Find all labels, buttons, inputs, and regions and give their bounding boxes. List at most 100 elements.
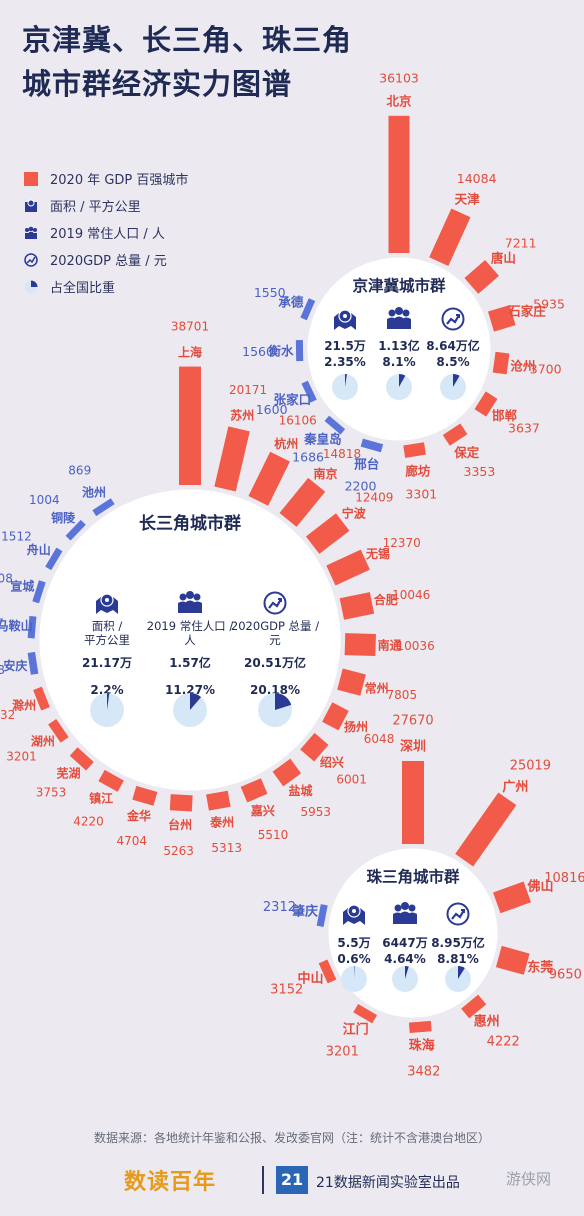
pie-icon (24, 280, 38, 294)
city-gdp-value: 10036 (397, 639, 435, 653)
city-gdp-value: 10046 (392, 588, 430, 602)
legend-label: 面积 / 平方公里 (50, 200, 141, 215)
city-name: 肇庆 (291, 904, 318, 920)
city-bar (492, 351, 510, 375)
city-gdp-value: 20171 (229, 383, 267, 397)
city-bar (402, 760, 424, 844)
stat-label: 平方公里 (84, 633, 130, 647)
city-name: 邯郸 (492, 408, 518, 423)
city-bar (442, 423, 468, 446)
city-bar (69, 747, 94, 771)
legend-item-gdp-top100: 2020 年 GDP 百强城市 (24, 165, 188, 192)
city-bar (65, 519, 86, 541)
city-gdp-value: 16106 (279, 414, 317, 428)
city-bar (326, 549, 370, 586)
city-bar-group: 深圳 27670 (392, 713, 434, 844)
legend-item-area: 面积 / 平方公里 (24, 192, 188, 219)
city-gdp-value: 5510 (258, 828, 289, 842)
city-name: 金华 (126, 808, 151, 823)
city-name: 佛山 (526, 879, 553, 895)
city-bar-group: 南京 14818 (279, 447, 361, 527)
city-bar-group: 珠海 3482 (407, 1020, 440, 1080)
city-bar (27, 651, 39, 675)
cluster-title: 长三角城市群 (139, 513, 241, 534)
stat-value: 8.95万亿 (431, 935, 485, 950)
pie-slice (190, 693, 202, 710)
share-pie (392, 966, 418, 992)
legend-item-share: 占全国比重 (24, 273, 188, 300)
city-bar (461, 994, 487, 1019)
city-name: 中山 (297, 971, 323, 987)
city-name: 天津 (455, 192, 481, 207)
city-bar-group: 秦皇岛 1686 (292, 415, 346, 464)
city-bar (408, 1020, 432, 1033)
city-name: 芜湖 (57, 765, 81, 780)
city-name: 东莞 (527, 959, 553, 975)
city-name: 沧州 (510, 359, 535, 374)
city-bar (429, 208, 471, 266)
legend-item-population: 2019 常住人口 / 人 (24, 219, 188, 246)
city-gdp-value: 2312 (263, 900, 296, 915)
city-bar (344, 633, 376, 656)
city-gdp-value: 4704 (116, 834, 147, 848)
city-bar (32, 580, 46, 604)
title-line-1: 京津冀、长三角、珠三角 (22, 23, 353, 57)
city-name: 石家庄 (507, 303, 546, 318)
byline: 21数据新闻实验室出品 (316, 1175, 460, 1191)
city-gdp-value: 1608 (0, 572, 13, 586)
city-bar (337, 668, 366, 696)
city-bar-group: 盐城 5953 (272, 758, 331, 819)
stat-label: 2019 常住人口 / (147, 619, 234, 633)
city-name: 盐城 (288, 783, 312, 798)
stat-label: 人 (184, 633, 196, 647)
share-pie (445, 966, 471, 992)
city-bar (388, 115, 410, 253)
stat-share: 8.81% (437, 952, 479, 966)
city-bar-group: 绍兴 6001 (300, 732, 367, 786)
city-bar (464, 260, 499, 294)
city-gdp-value: 5935 (533, 297, 565, 312)
people-icon (393, 902, 417, 924)
stat-value: 20.51万亿 (244, 655, 306, 670)
city-bar-group: 杭州 16106 (248, 414, 317, 506)
city-gdp-value: 2200 (345, 479, 377, 494)
city-gdp-value: 3152 (270, 982, 303, 997)
city-bar (272, 758, 302, 787)
stat-value: 1.13亿 (378, 338, 420, 353)
growth-chart-icon (441, 307, 465, 331)
city-gdp-value: 12409 (355, 491, 393, 505)
city-gdp-value: 27670 (392, 713, 433, 728)
share-pie (386, 374, 412, 400)
city-bar (48, 718, 69, 743)
pie-slice (345, 374, 347, 387)
city-bar (169, 794, 193, 812)
city-gdp-value: 6001 (336, 772, 367, 786)
city-name: 深圳 (400, 738, 426, 754)
stat-share: 20.18% (250, 683, 300, 697)
city-name: 绍兴 (320, 754, 344, 769)
city-gdp-value: 3201 (326, 1045, 359, 1060)
city-gdp-value: 3032 (0, 708, 15, 722)
city-gdp-value: 7805 (387, 688, 418, 702)
city-bar (495, 945, 530, 975)
pie-slice (107, 693, 110, 710)
stat-share: 8.1% (382, 355, 415, 369)
city-bar (353, 1003, 378, 1024)
city-gdp-value: 14818 (323, 447, 361, 461)
city-gdp-value: 6048 (364, 732, 395, 746)
title-line-2: 城市群经济实力图谱 (22, 67, 293, 101)
city-name: 铜陵 (51, 510, 76, 525)
city-gdp-value: 3482 (407, 1065, 440, 1080)
city-gdp-value: 3353 (464, 464, 496, 479)
